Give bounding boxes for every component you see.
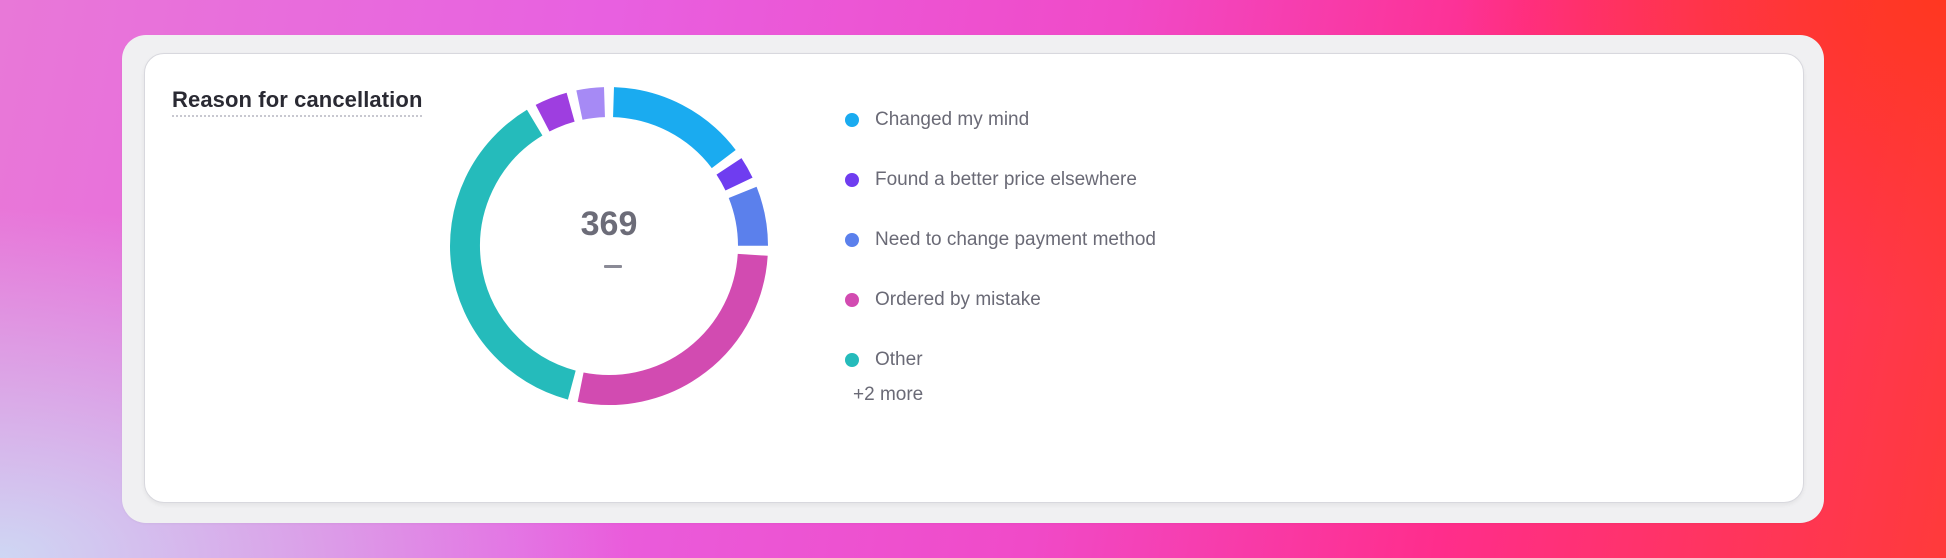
legend-item[interactable]: Other: [845, 330, 1156, 390]
chart-legend: Changed my mind Found a better price else…: [845, 90, 1156, 390]
legend-more-link[interactable]: +2 more: [853, 384, 924, 405]
donut-total-subvalue: [604, 265, 622, 268]
legend-label: Need to change payment method: [875, 229, 1156, 250]
legend-dot: [845, 113, 859, 127]
legend-item[interactable]: Ordered by mistake: [845, 270, 1156, 330]
cancellation-reason-card: Reason for cancellation: [144, 53, 1804, 503]
donut-slice-3[interactable]: [577, 253, 768, 405]
donut-slice-5[interactable]: [535, 92, 575, 132]
legend-item[interactable]: Need to change payment method: [845, 210, 1156, 270]
legend-dot: [845, 233, 859, 247]
legend-label: Ordered by mistake: [875, 289, 1041, 310]
donut-slice-1[interactable]: [716, 158, 753, 191]
card-title[interactable]: Reason for cancellation: [172, 87, 423, 117]
legend-dot: [845, 173, 859, 187]
donut-slice-2[interactable]: [728, 186, 768, 247]
legend-label: Other: [875, 349, 923, 370]
donut-slice-4[interactable]: [450, 109, 576, 400]
donut-total-value: 369: [580, 205, 638, 243]
donut-slice-6[interactable]: [576, 87, 606, 120]
legend-item[interactable]: Changed my mind: [845, 90, 1156, 150]
legend-label: Changed my mind: [875, 109, 1030, 130]
donut-slice-0[interactable]: [612, 87, 736, 169]
donut-chart: [450, 87, 768, 405]
legend-item[interactable]: Found a better price elsewhere: [845, 150, 1156, 210]
legend-dot: [845, 353, 859, 367]
legend-label: Found a better price elsewhere: [875, 169, 1137, 190]
legend-dot: [845, 293, 859, 307]
